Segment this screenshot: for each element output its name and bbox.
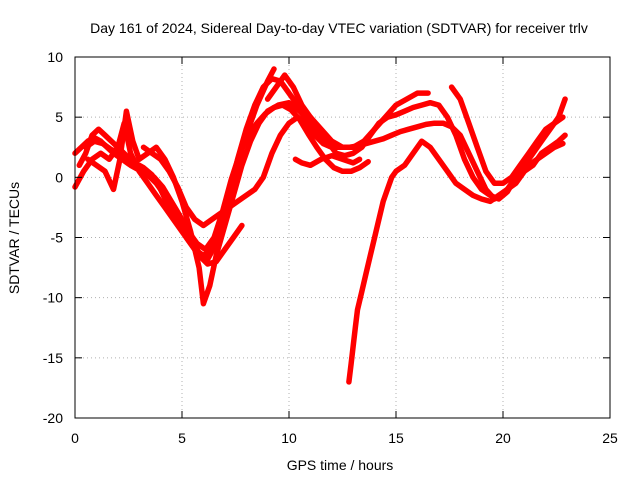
y-tick-label-6: 10 bbox=[47, 49, 63, 65]
data-series bbox=[72, 66, 568, 385]
x-axis-title: GPS time / hours bbox=[287, 457, 394, 473]
chart-title: Day 161 of 2024, Sidereal Day-to-day VTE… bbox=[90, 20, 588, 36]
x-tick-label-5: 25 bbox=[602, 430, 618, 446]
x-tick-label-0: 0 bbox=[71, 430, 79, 446]
y-tick-label-4: 0 bbox=[55, 169, 63, 185]
x-tick-label-3: 15 bbox=[388, 430, 404, 446]
y-tick-label-2: -10 bbox=[43, 290, 63, 306]
y-tick-label-1: -15 bbox=[43, 350, 63, 366]
series-sat-11 bbox=[448, 84, 566, 187]
x-tick-labels: 0 5 10 15 20 25 bbox=[71, 430, 618, 446]
series-sat-10 bbox=[346, 132, 568, 385]
x-tick-label-1: 5 bbox=[178, 430, 186, 446]
series-sat-9 bbox=[292, 152, 363, 169]
grid bbox=[75, 57, 610, 418]
x-tick-label-2: 10 bbox=[281, 430, 297, 446]
series-sat-8 bbox=[296, 90, 431, 151]
y-tick-label-5: 5 bbox=[55, 109, 63, 125]
x-tick-label-4: 20 bbox=[495, 430, 511, 446]
y-axis-title: SDTVAR / TECUs bbox=[6, 182, 22, 294]
series-sat-5 bbox=[85, 99, 314, 307]
y-tick-labels: -20 -15 -10 -5 0 5 10 bbox=[43, 49, 63, 426]
axis-ticks bbox=[74, 56, 611, 419]
y-tick-label-3: -5 bbox=[51, 230, 64, 246]
y-tick-label-0: -20 bbox=[43, 410, 63, 426]
